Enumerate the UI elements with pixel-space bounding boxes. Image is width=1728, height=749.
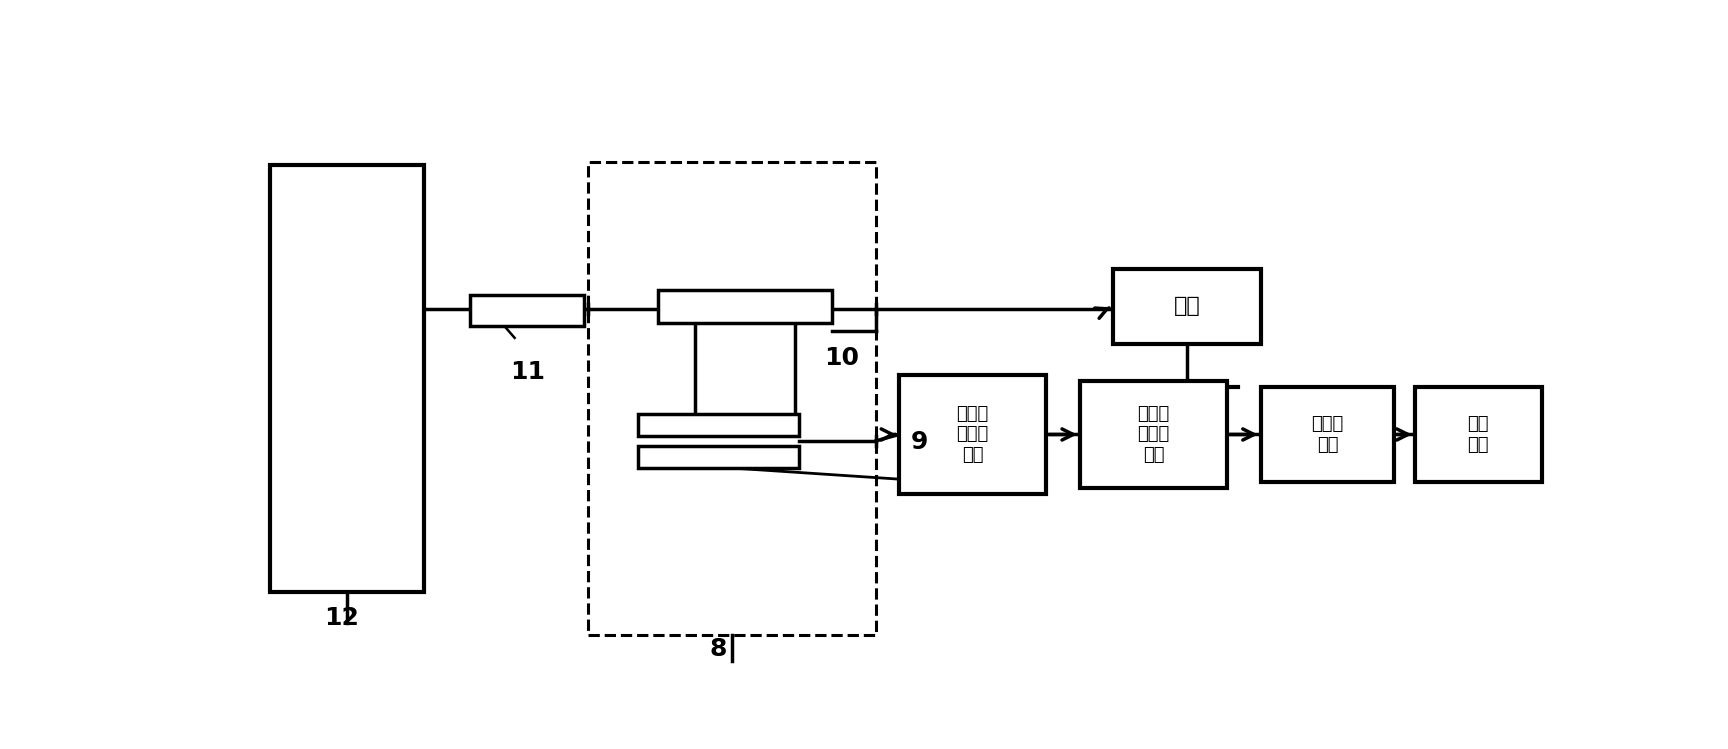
Text: 8: 8 <box>710 637 727 661</box>
Text: 12: 12 <box>325 606 359 630</box>
Text: 驱动
电路: 驱动 电路 <box>1467 415 1490 454</box>
Text: 9: 9 <box>911 430 928 454</box>
Text: 11: 11 <box>510 360 546 384</box>
Bar <box>470 294 584 327</box>
Text: 10: 10 <box>824 346 859 370</box>
Bar <box>1415 387 1541 482</box>
Text: 电压过
零比较
电路: 电压过 零比较 电路 <box>1137 404 1170 464</box>
Bar <box>638 446 798 467</box>
Text: 信号发
生器: 信号发 生器 <box>1312 415 1344 454</box>
Text: 二阶低
通滤波
电路: 二阶低 通滤波 电路 <box>957 404 988 464</box>
Text: 试品: 试品 <box>1173 296 1201 316</box>
Bar <box>658 290 833 324</box>
Bar <box>638 414 798 436</box>
Bar <box>1080 381 1227 488</box>
Bar <box>588 162 876 635</box>
Bar <box>270 165 423 592</box>
Bar <box>1113 269 1260 344</box>
Bar <box>1260 387 1394 482</box>
Bar <box>899 375 1047 494</box>
